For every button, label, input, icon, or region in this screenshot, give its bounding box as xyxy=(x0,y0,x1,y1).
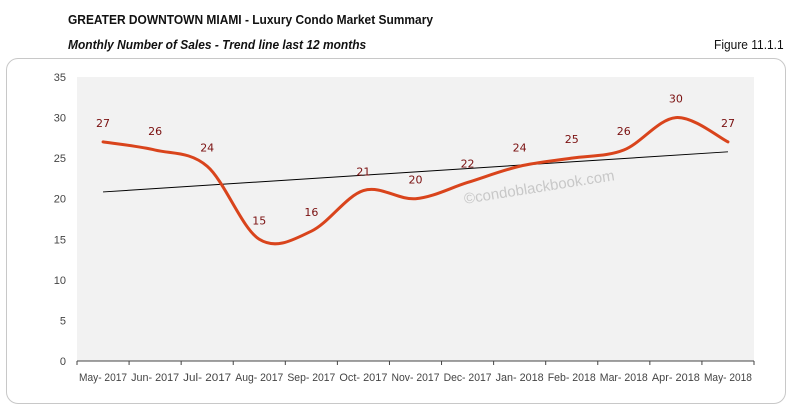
data-label: 26 xyxy=(148,125,162,138)
data-label: 26 xyxy=(617,125,631,138)
chart-subtitle: Monthly Number of Sales - Trend line las… xyxy=(68,37,367,52)
x-tick-label: Mar- 2018 xyxy=(600,372,648,384)
y-tick-label: 10 xyxy=(54,275,66,287)
data-label: 30 xyxy=(669,93,683,106)
y-tick-label: 5 xyxy=(60,315,66,327)
figure-number: Figure 11.1.1 xyxy=(714,37,784,52)
data-label: 27 xyxy=(96,117,110,130)
x-tick-label: Feb- 2018 xyxy=(548,372,596,384)
chart-frame xyxy=(6,58,786,404)
x-tick-label: Jul- 2017 xyxy=(183,372,231,384)
x-tick-label: Apr- 2018 xyxy=(652,372,700,384)
x-tick-label: Jun- 2017 xyxy=(131,372,179,384)
chart-title: GREATER DOWNTOWN MIAMI - Luxury Condo Ma… xyxy=(68,12,434,27)
y-tick-label: 0 xyxy=(60,356,66,368)
y-tick-label: 35 xyxy=(54,72,66,84)
x-tick-label: May- 2018 xyxy=(704,372,752,384)
x-tick-label: Aug- 2017 xyxy=(235,372,283,384)
x-tick-label: Sep- 2017 xyxy=(287,372,335,384)
x-tick-label: Dec- 2017 xyxy=(444,372,492,384)
data-label: 22 xyxy=(461,157,475,170)
trend-line xyxy=(103,151,728,193)
y-tick-label: 20 xyxy=(54,194,66,206)
data-label: 16 xyxy=(304,206,318,219)
data-label: 20 xyxy=(409,174,423,187)
x-tick-label: Jan- 2018 xyxy=(496,372,544,384)
data-label: 27 xyxy=(721,117,735,130)
data-label: 24 xyxy=(513,141,527,154)
data-label: 24 xyxy=(200,141,214,154)
data-label: 15 xyxy=(252,214,266,227)
y-tick-label: 25 xyxy=(54,153,66,165)
x-tick-label: Oct- 2017 xyxy=(339,372,387,384)
data-label: 25 xyxy=(565,133,579,146)
x-tick-label: Nov- 2017 xyxy=(392,372,440,384)
data-label: 21 xyxy=(356,166,370,179)
plot-area xyxy=(77,77,754,361)
y-tick-label: 15 xyxy=(54,234,66,246)
sales-line xyxy=(101,116,730,246)
x-tick-label: May- 2017 xyxy=(79,372,127,384)
y-tick-label: 30 xyxy=(54,113,66,125)
